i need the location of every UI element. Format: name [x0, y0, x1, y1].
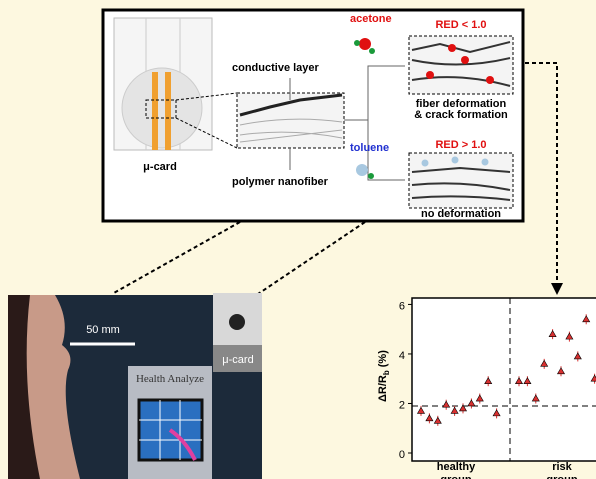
page: conductive layer polymer nanofiber μ-car…	[0, 0, 596, 479]
y-axis-label-unit: (%)	[377, 350, 389, 367]
molecule	[448, 44, 456, 52]
electrode	[165, 72, 171, 150]
y-axis-label-sub: b	[382, 370, 391, 375]
molecule	[369, 48, 375, 54]
molecule	[368, 173, 374, 179]
label: polymer nanofiber	[232, 176, 329, 188]
molecule	[422, 160, 429, 167]
molecule	[482, 159, 489, 166]
electrode	[152, 72, 158, 150]
y-tick-label: 4	[399, 350, 405, 362]
molecule	[356, 164, 368, 176]
result: & crack formation	[414, 109, 508, 121]
molecule	[486, 76, 494, 84]
card-photo-well	[229, 314, 245, 330]
y-axis-label-main: ΔR/R	[377, 375, 389, 402]
x-tick-label: healthy	[437, 461, 476, 473]
y-tick-label: 6	[399, 300, 405, 312]
x-tick-label: risk	[552, 461, 572, 473]
red-label: RED < 1.0	[435, 19, 486, 31]
solvent: toluene	[350, 142, 389, 154]
red-label: RED > 1.0	[435, 139, 486, 151]
label: conductive layer	[232, 62, 320, 74]
x-tick-label: group	[440, 474, 471, 479]
y-axis-label: ΔR/Rb (%)	[377, 350, 391, 402]
y-tick-label: 0	[399, 449, 405, 461]
molecule	[354, 40, 360, 46]
x-tick-label: group	[546, 474, 577, 479]
molecule	[452, 157, 459, 164]
result: no deformation	[421, 208, 501, 220]
card-label: μ-card	[143, 161, 177, 173]
scale-label: 50 mm	[86, 324, 120, 336]
figure: conductive layer polymer nanofiber μ-car…	[0, 0, 596, 479]
card-well	[122, 68, 202, 148]
molecule	[461, 56, 469, 64]
plot-area	[412, 298, 596, 461]
photo-label: μ-card	[222, 354, 253, 366]
device-label: Health Analyze	[136, 373, 204, 385]
molecule	[359, 38, 371, 50]
solvent: acetone	[350, 13, 392, 25]
y-tick-label: 2	[399, 399, 405, 411]
molecule	[426, 71, 434, 79]
